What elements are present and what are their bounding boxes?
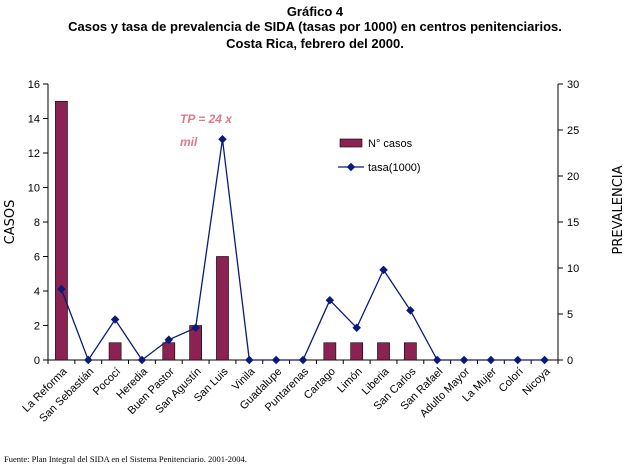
chart-title-line-3: Costa Rica, febrero del 2000.: [226, 36, 404, 51]
line-point: [406, 306, 415, 315]
y-tick-label-right: 25: [567, 125, 579, 137]
line-point: [540, 355, 549, 365]
bar: [162, 342, 176, 361]
y-tick-label-left: 0: [34, 355, 40, 367]
legend-label-tasa: tasa(1000): [368, 162, 421, 174]
line-point: [245, 355, 254, 365]
bar: [404, 342, 417, 361]
line-point: [110, 315, 120, 324]
line-point: [84, 355, 93, 365]
y-tick-label-left: 4: [34, 286, 40, 298]
annotation-line-2: mil: [180, 135, 198, 149]
y-tick-label-right: 15: [567, 217, 579, 229]
line-point: [432, 355, 442, 365]
legend-marker-tasa: [346, 162, 356, 172]
legend-swatch-casos: [339, 138, 363, 148]
y-tick-label-left: 6: [34, 252, 40, 264]
y-axis-label-left: CASOS: [3, 200, 18, 245]
chart-title-line-2: Casos y tasa de prevalencia de SIDA (tas…: [68, 19, 562, 34]
y-tick-label-left: 14: [28, 114, 40, 126]
source-note: Fuente: Plan Integral del SIDA en el Sis…: [4, 454, 247, 464]
y-tick-label-right: 0: [567, 355, 573, 367]
line-series: [57, 134, 549, 365]
y-axis-label-right: PREVALENCIA: [611, 165, 626, 254]
line-point: [325, 295, 335, 305]
annotation-line-1: TP = 24 x: [180, 112, 233, 126]
bar: [216, 256, 229, 361]
line-path: [60, 139, 545, 362]
bar: [323, 342, 337, 361]
y-tick-label-left: 10: [28, 183, 40, 195]
y-tick-label-left: 12: [28, 148, 40, 160]
legend-label-casos: N° casos: [368, 138, 413, 150]
axes: 0 2 4 6 8 10 12 14 16 0 5 10 15 20 25 30: [28, 79, 580, 367]
line-point: [459, 355, 469, 365]
bar: [377, 342, 390, 361]
y-tick-label-left: 16: [28, 79, 40, 91]
line-point: [137, 355, 147, 365]
bar: [55, 100, 68, 361]
line-point: [379, 265, 388, 275]
bar: [108, 342, 122, 361]
category-label: Nicoya: [520, 365, 553, 398]
line-point: [271, 355, 281, 365]
y-tick-label-left: 8: [34, 217, 40, 229]
y-tick-label-right: 20: [567, 171, 579, 183]
line-point: [57, 284, 66, 294]
bar: [350, 342, 364, 361]
chart-title-line-1: Gráfico 4: [286, 4, 344, 19]
y-tick-label-right: 10: [567, 263, 579, 275]
legend: N° casos tasa(1000): [338, 138, 421, 174]
y-tick-label-right: 30: [567, 79, 579, 91]
line-point: [298, 355, 308, 365]
line-point: [218, 134, 227, 144]
line-point: [164, 335, 174, 345]
line-point: [486, 355, 496, 365]
line-point: [513, 355, 522, 365]
y-tick-label-left: 2: [34, 321, 40, 333]
line-point: [352, 323, 361, 333]
y-tick-label-right: 5: [567, 309, 573, 321]
line-point: [191, 323, 200, 333]
